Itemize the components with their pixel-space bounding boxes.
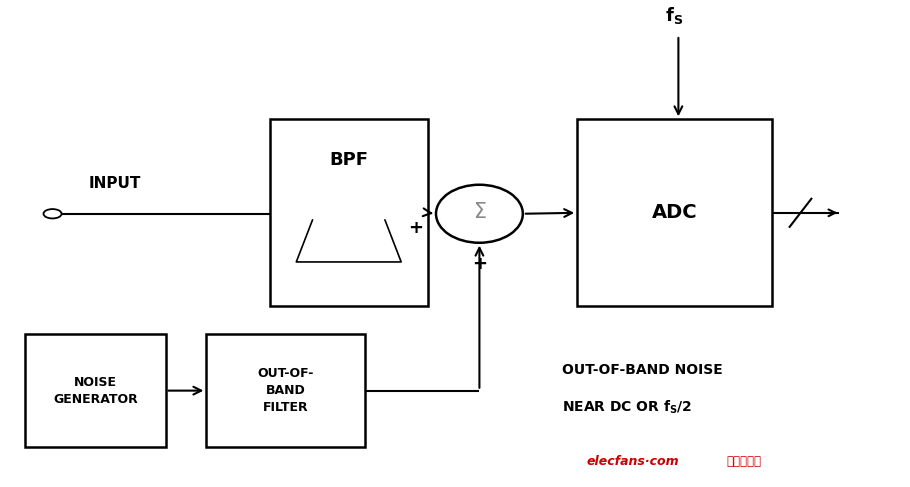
- Ellipse shape: [436, 185, 523, 243]
- Text: OUT-OF-BAND NOISE: OUT-OF-BAND NOISE: [561, 363, 723, 376]
- Bar: [25, 335, 166, 447]
- Text: INPUT: INPUT: [88, 176, 141, 191]
- Text: OUT-OF-
BAND
FILTER: OUT-OF- BAND FILTER: [258, 367, 314, 414]
- Text: ADC: ADC: [652, 203, 697, 222]
- Text: BPF: BPF: [329, 151, 369, 169]
- Text: NOISE
GENERATOR: NOISE GENERATOR: [53, 375, 137, 406]
- Text: +: +: [472, 255, 487, 273]
- Text: 电子发烧友: 电子发烧友: [726, 455, 762, 468]
- Bar: [577, 119, 772, 306]
- Text: elecfans·com: elecfans·com: [586, 455, 679, 468]
- Text: $\mathbf{f_S}$: $\mathbf{f_S}$: [665, 5, 682, 26]
- Bar: [207, 335, 365, 447]
- Circle shape: [44, 209, 62, 219]
- Text: $\Sigma$: $\Sigma$: [472, 202, 486, 223]
- Bar: [269, 119, 428, 306]
- Text: NEAR DC OR $\mathbf{f_S}$/2: NEAR DC OR $\mathbf{f_S}$/2: [561, 398, 692, 416]
- Text: +: +: [409, 219, 424, 237]
